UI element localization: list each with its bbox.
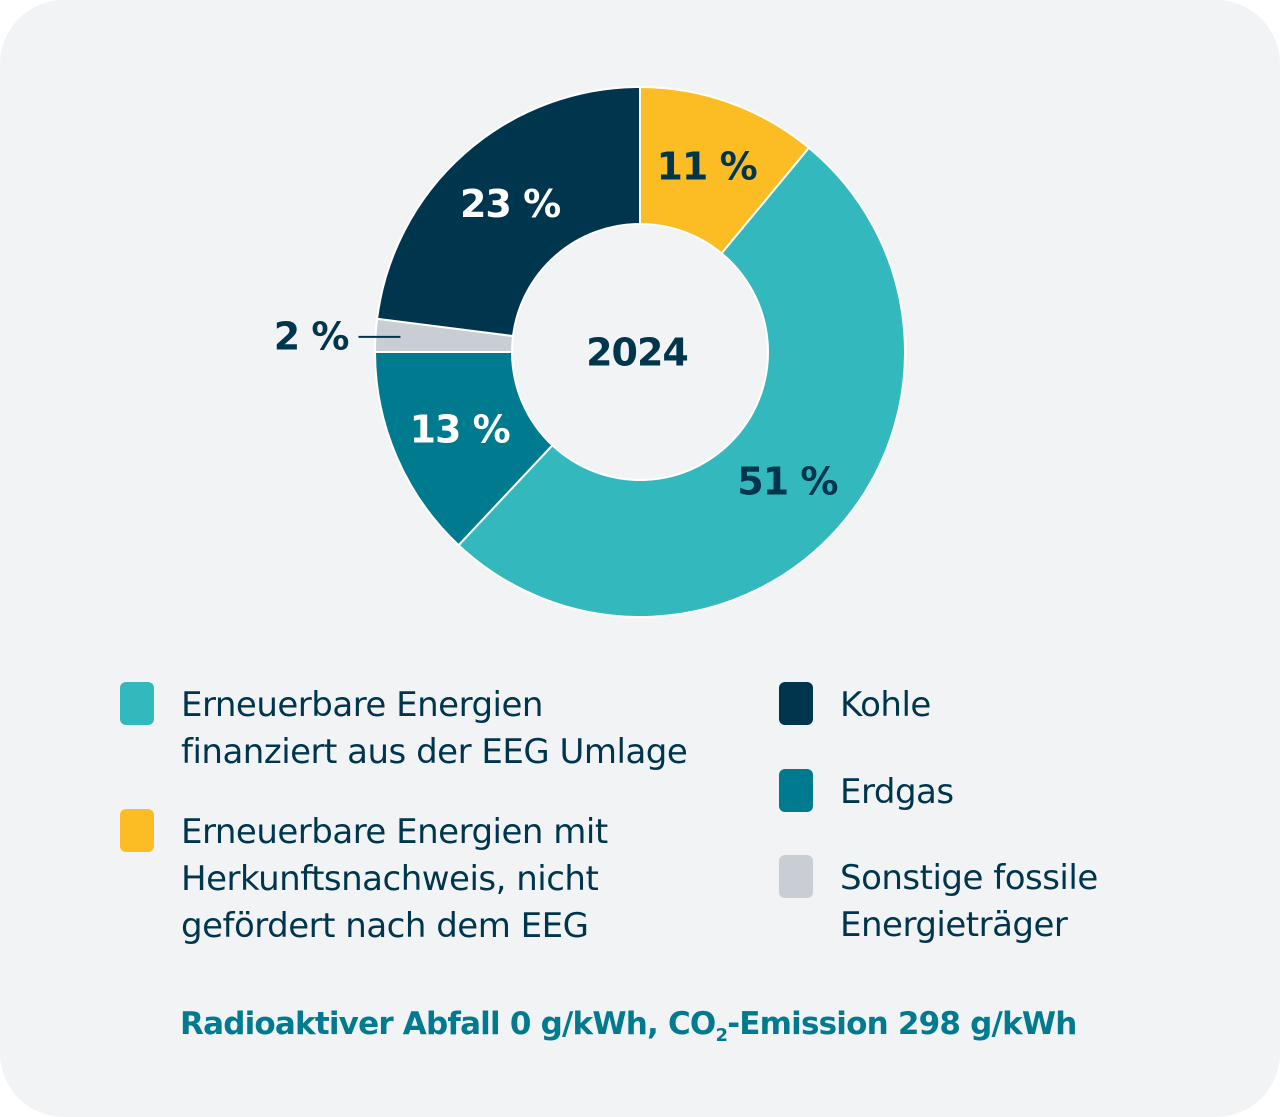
legend-item: Erdgas (779, 769, 954, 816)
slice-value-label: 2 % (274, 314, 349, 358)
slice-value-label: 51 % (737, 459, 837, 503)
legend-swatch (779, 769, 813, 812)
legend-item: Kohle (779, 682, 931, 729)
legend-item: Sonstige fossile Energieträger (779, 855, 1098, 949)
legend-item: Erneuerbare Energien mit Herkunftsnachwei… (120, 809, 608, 950)
legend-swatch (120, 682, 154, 725)
legend-label: Kohle (840, 685, 931, 725)
slice-value-label: 13 % (410, 408, 510, 452)
legend-item: Erneuerbare Energien finanziert aus der E… (120, 682, 688, 776)
donut-slice (375, 85, 641, 338)
legend-label: Sonstige fossile Energieträger (840, 858, 1098, 945)
legend-label: Erdgas (840, 772, 954, 812)
legend-swatch (120, 809, 154, 852)
center-year-label: 2024 (586, 331, 688, 375)
legend-label: Erneuerbare Energien mit Herkunftsnachwei… (181, 812, 608, 946)
legend-swatch (779, 855, 813, 898)
legend-swatch (779, 682, 813, 725)
donut-chart: 11 % 51 % 13 % 2 % 23 % 2024 (274, 85, 906, 618)
slice-value-label: 11 % (656, 145, 756, 189)
legend-label: Erneuerbare Energien finanziert aus der E… (181, 685, 688, 772)
footer-emissions: Radioaktiver Abfall 0 g/kWh, CO2-Emissio… (180, 1006, 1077, 1047)
slice-value-label: 23 % (460, 182, 560, 226)
donut-slice (457, 146, 906, 618)
